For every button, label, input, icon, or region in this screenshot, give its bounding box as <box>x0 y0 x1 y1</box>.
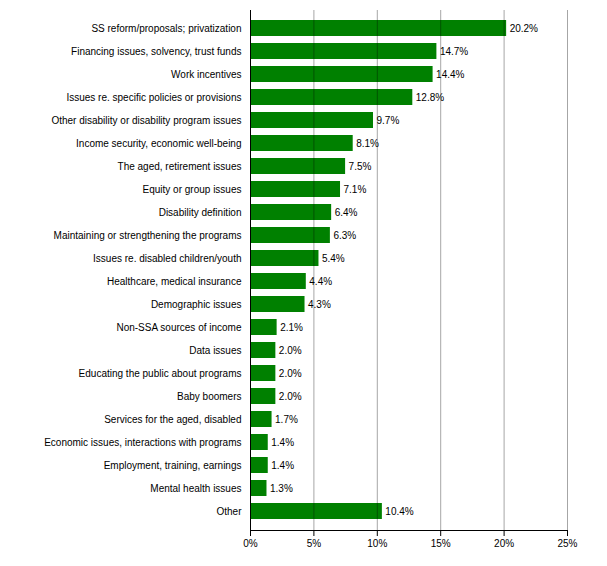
svg-text:2.1%: 2.1% <box>280 322 303 333</box>
svg-text:2.0%: 2.0% <box>279 391 302 402</box>
svg-text:Demographic issues: Demographic issues <box>151 299 242 310</box>
svg-text:Equity or group issues: Equity or group issues <box>143 184 242 195</box>
svg-text:Maintaining or strengthening t: Maintaining or strengthening the program… <box>54 230 242 241</box>
svg-text:Other disability or disability: Other disability or disability program i… <box>51 115 241 126</box>
svg-text:SS reform/proposals; privatiza: SS reform/proposals; privatization <box>91 23 241 34</box>
svg-text:14.4%: 14.4% <box>436 69 464 80</box>
svg-text:1.4%: 1.4% <box>271 437 294 448</box>
svg-text:7.1%: 7.1% <box>344 184 367 195</box>
svg-text:1.4%: 1.4% <box>271 460 294 471</box>
svg-text:Educating the public about pro: Educating the public about programs <box>79 368 242 379</box>
svg-text:6.3%: 6.3% <box>333 230 356 241</box>
svg-text:Healthcare, medical insurance: Healthcare, medical insurance <box>107 276 242 287</box>
svg-text:6.4%: 6.4% <box>335 207 358 218</box>
svg-text:Work incentives: Work incentives <box>171 69 241 80</box>
svg-text:The aged, retirement issues: The aged, retirement issues <box>118 161 242 172</box>
svg-text:25%: 25% <box>557 538 577 549</box>
svg-text:2.0%: 2.0% <box>279 368 302 379</box>
svg-text:15%: 15% <box>431 538 451 549</box>
svg-text:4.3%: 4.3% <box>308 299 331 310</box>
svg-text:10.4%: 10.4% <box>385 506 413 517</box>
svg-text:Non-SSA sources of income: Non-SSA sources of income <box>116 322 241 333</box>
svg-text:20%: 20% <box>494 538 514 549</box>
svg-text:0%: 0% <box>243 538 258 549</box>
svg-text:Services for the aged, disable: Services for the aged, disabled <box>104 414 241 425</box>
svg-text:9.7%: 9.7% <box>376 115 399 126</box>
svg-text:Issues re. specific policies o: Issues re. specific policies or provisio… <box>66 92 241 103</box>
svg-text:Baby boomers: Baby boomers <box>177 391 241 402</box>
svg-text:Issues re. disabled children/y: Issues re. disabled children/youth <box>93 253 241 264</box>
svg-text:8.1%: 8.1% <box>356 138 379 149</box>
svg-text:12.8%: 12.8% <box>416 92 444 103</box>
svg-text:Income security, economic well: Income security, economic well-being <box>76 138 241 149</box>
svg-text:1.7%: 1.7% <box>275 414 298 425</box>
svg-text:Other: Other <box>216 506 242 517</box>
svg-text:Mental health issues: Mental health issues <box>150 483 241 494</box>
svg-text:2.0%: 2.0% <box>279 345 302 356</box>
svg-text:5.4%: 5.4% <box>322 253 345 264</box>
svg-text:5%: 5% <box>307 538 322 549</box>
svg-text:Employment, training, earnings: Employment, training, earnings <box>104 460 242 471</box>
svg-text:Financing issues, solvency, tr: Financing issues, solvency, trust funds <box>71 46 241 57</box>
svg-text:7.5%: 7.5% <box>349 161 372 172</box>
svg-text:10%: 10% <box>367 538 387 549</box>
svg-text:4.4%: 4.4% <box>309 276 332 287</box>
svg-text:Data issues: Data issues <box>189 345 241 356</box>
svg-text:1.3%: 1.3% <box>270 483 293 494</box>
svg-text:20.2%: 20.2% <box>510 23 538 34</box>
svg-text:14.7%: 14.7% <box>440 46 468 57</box>
svg-text:Economic issues, interactions: Economic issues, interactions with progr… <box>44 437 241 448</box>
svg-text:Disability definition: Disability definition <box>159 207 242 218</box>
